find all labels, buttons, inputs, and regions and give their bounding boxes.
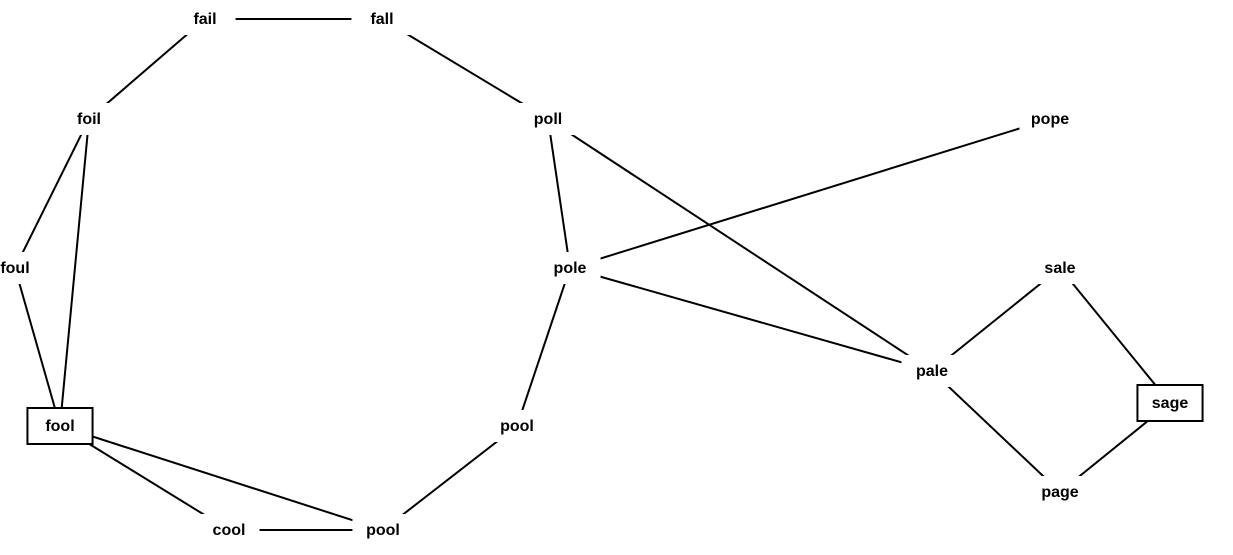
edge-poll-pole: [548, 119, 570, 268]
word-ladder-graph: fail fall foil poll foul pole pope sale pale sage…: [0, 0, 1233, 555]
node-label-fall: fall: [370, 11, 393, 28]
edge-pole-poolL: [517, 268, 570, 426]
edge-sale-sage: [1060, 268, 1170, 403]
node-poolL: pool: [486, 410, 547, 442]
node-label-poll: poll: [534, 111, 562, 128]
node-pope: pope: [1019, 103, 1080, 135]
node-label-poolB: pool: [366, 522, 400, 539]
node-label-sage: sage: [1152, 395, 1189, 412]
node-label-fool: fool: [45, 418, 74, 435]
node-fail: fail: [174, 3, 235, 35]
node-label-fail: fail: [193, 11, 216, 28]
node-label-page: page: [1041, 484, 1078, 501]
node-page: page: [1029, 476, 1090, 508]
node-poll: poll: [517, 103, 578, 135]
edge-foul-fool: [15, 268, 60, 426]
node-fool: fool: [27, 408, 92, 444]
node-label-cool: cool: [213, 522, 246, 539]
node-label-foil: foil: [77, 111, 101, 128]
node-label-pole: pole: [554, 260, 587, 277]
node-label-foul: foul: [0, 260, 29, 277]
node-pole: pole: [539, 252, 600, 284]
edge-poll-pale: [548, 119, 932, 371]
edge-pole-pope: [570, 119, 1050, 268]
node-pale: pale: [901, 355, 962, 387]
edge-pole-pale: [570, 268, 932, 371]
node-sale: sale: [1029, 252, 1090, 284]
node-cool: cool: [198, 514, 259, 546]
node-foul: foul: [0, 252, 46, 284]
node-label-sale: sale: [1044, 260, 1075, 277]
node-label-pale: pale: [916, 363, 948, 380]
edge-foil-fool: [60, 119, 89, 426]
node-fall: fall: [351, 3, 412, 35]
node-sage: sage: [1137, 385, 1202, 421]
edge-pale-page: [932, 371, 1060, 492]
node-label-pope: pope: [1031, 111, 1069, 128]
node-label-poolL: pool: [500, 418, 534, 435]
node-foil: foil: [58, 103, 119, 135]
node-poolB: pool: [352, 514, 413, 546]
